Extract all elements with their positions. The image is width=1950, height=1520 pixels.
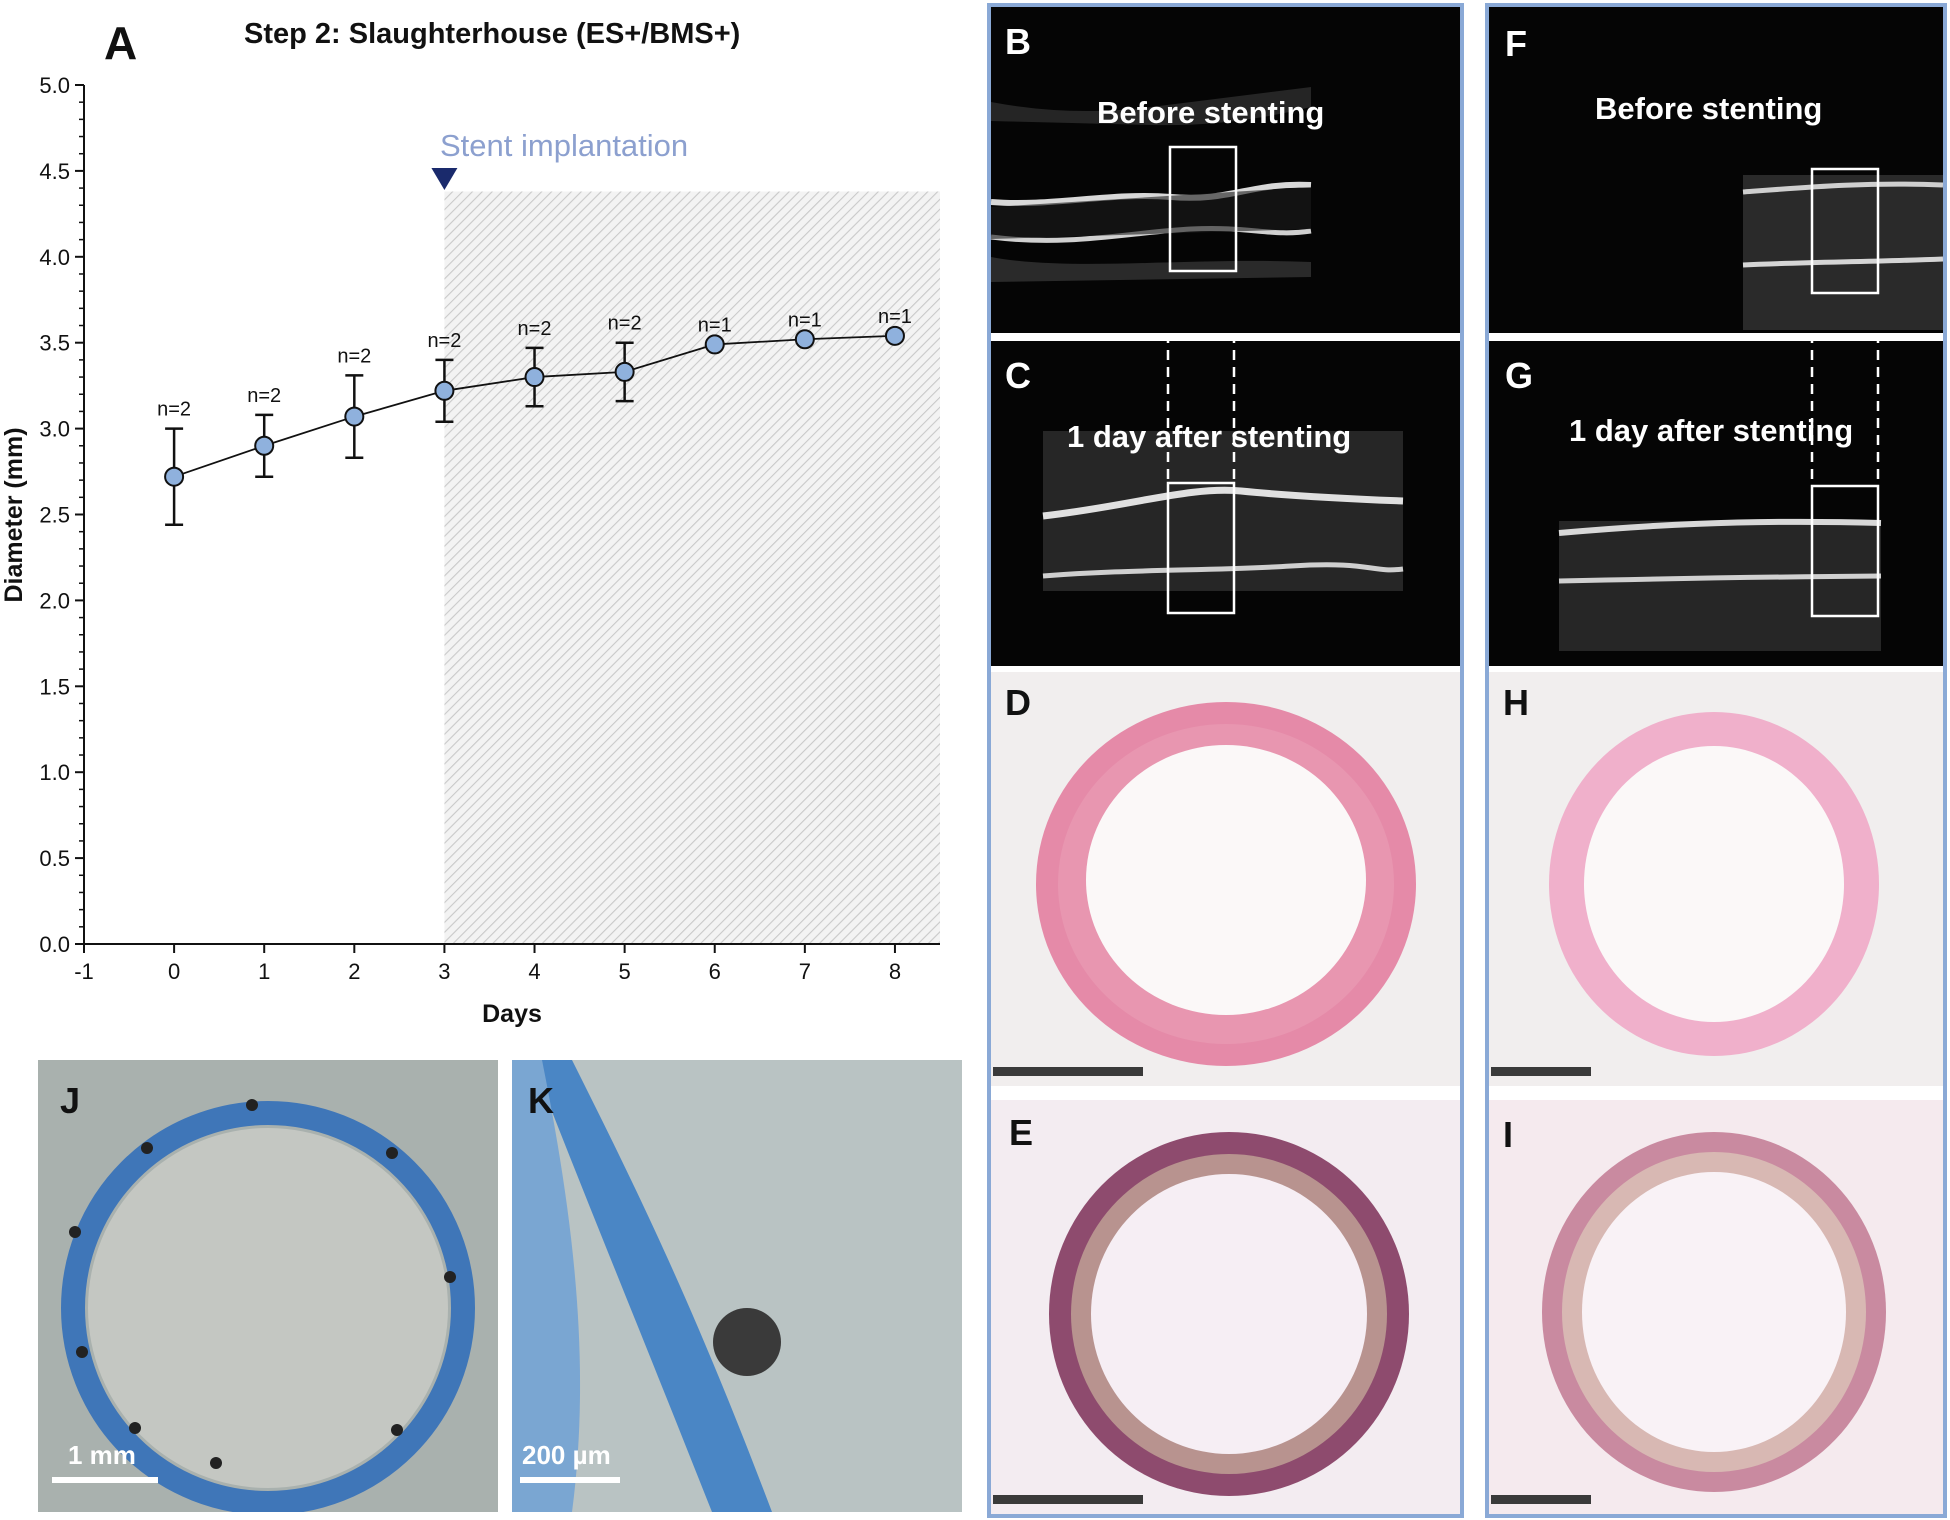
- y-tick-label: 0.5: [39, 846, 70, 871]
- panel-letter-i: I: [1503, 1114, 1514, 1155]
- panel-letter-h: H: [1503, 682, 1529, 723]
- ultrasound-image-c: [991, 333, 1460, 666]
- data-point: [344, 406, 365, 427]
- panel-letter-c: C: [1005, 355, 1031, 396]
- panel-b-label: Before stenting: [1097, 95, 1325, 130]
- y-tick-label: 5.0: [39, 73, 70, 98]
- x-tick-label: 3: [438, 959, 450, 984]
- scale-bar-j: [52, 1477, 158, 1483]
- x-axis-label: Days: [482, 1000, 542, 1028]
- y-tick-label: 4.0: [39, 245, 70, 270]
- y-tick-label: 1.0: [39, 760, 70, 785]
- sample-size-label: n=2: [247, 385, 281, 407]
- panel-h-histology: H: [1489, 672, 1943, 1086]
- panel-j-photo: J 1 mm: [38, 1060, 498, 1512]
- sample-size-label: n=1: [698, 314, 732, 336]
- panel-c-label: 1 day after stenting: [1067, 419, 1352, 454]
- sample-size-label: n=1: [788, 309, 822, 331]
- data-point: [524, 367, 545, 388]
- panel-b-ultrasound: B Before stenting: [990, 7, 1460, 333]
- panel-letter-k: K: [528, 1080, 554, 1121]
- panel-k-photo: K 200 µm: [512, 1060, 962, 1512]
- scale-bar-h: [1491, 1067, 1591, 1076]
- panel-d-histology: D: [991, 672, 1460, 1086]
- ultrasound-image-f: [1489, 7, 1944, 333]
- panel-i-histology: I: [1489, 1100, 1943, 1514]
- scale-bar-d: [993, 1067, 1143, 1076]
- y-tick-label: 2.0: [39, 588, 70, 613]
- panel-letter-e: E: [1009, 1112, 1034, 1153]
- evg-stain-image-i: [1542, 1132, 1886, 1492]
- panel-g-label: 1 day after stenting: [1569, 413, 1854, 448]
- ultrasound-image-b: [990, 7, 1460, 333]
- sample-size-label: n=2: [518, 318, 552, 340]
- stent-arrow-icon: [431, 168, 458, 190]
- data-point: [254, 435, 275, 456]
- y-tick-label: 3.0: [39, 417, 70, 442]
- panel-f-label: Before stenting: [1595, 91, 1823, 126]
- x-tick-label: 2: [348, 959, 360, 984]
- x-tick-label: 7: [799, 959, 811, 984]
- scale-label-k: 200 µm: [522, 1440, 611, 1470]
- blue-stained-vessel-photo: [38, 1060, 498, 1512]
- panel-letter-f: F: [1505, 23, 1527, 64]
- scale-bar-e: [993, 1495, 1143, 1504]
- diameter-chart: 0.0 0.5 1.0 1.5 2.0 2.5 3.0 3.5 4.0 4.5 5.0 -1 0 1 2 3 4…: [0, 73, 940, 1028]
- y-tick-label: 0.0: [39, 932, 70, 957]
- data-point: [704, 334, 725, 355]
- chart-title: Step 2: Slaughterhouse (ES+/BMS+): [244, 18, 741, 50]
- evg-stain-image: [1049, 1132, 1409, 1496]
- sample-size-label: n=2: [608, 313, 642, 335]
- x-tick-label: 4: [528, 959, 540, 984]
- data-point: [884, 325, 905, 346]
- panel-letter-b: B: [1005, 21, 1031, 62]
- x-tick-label: 0: [168, 959, 180, 984]
- stent-implantation-label: Stent implantation: [440, 128, 688, 163]
- panel-letter-d: D: [1005, 682, 1031, 723]
- scale-bar-i: [1491, 1495, 1591, 1504]
- x-tick-label: 1: [258, 959, 270, 984]
- sample-size-label: n=1: [878, 306, 912, 328]
- panel-g-ultrasound: G 1 day after stenting: [1489, 333, 1943, 666]
- y-tick-label: 3.5: [39, 331, 70, 356]
- y-tick-label: 4.5: [39, 159, 70, 184]
- panel-f-ultrasound: F Before stenting: [1489, 7, 1944, 333]
- scale-label-j: 1 mm: [68, 1440, 136, 1470]
- frame-left-column: [987, 3, 1464, 1518]
- panel-letter-g: G: [1505, 355, 1534, 396]
- sample-size-label: n=2: [157, 399, 191, 421]
- y-axis-label: Diameter (mm): [0, 427, 28, 602]
- panel-c-ultrasound: C 1 day after stenting: [991, 333, 1460, 666]
- blue-stained-closeup-photo: [512, 1060, 962, 1512]
- he-stain-image-h: [1549, 712, 1879, 1056]
- stent-shaded-region: [444, 191, 940, 945]
- data-point: [434, 380, 455, 401]
- x-tick-label: 8: [889, 959, 901, 984]
- data-point: [794, 329, 815, 350]
- ultrasound-image-g: [1489, 333, 1943, 666]
- data-point: [614, 361, 635, 382]
- data-point: [164, 466, 185, 487]
- panel-letter-a: A: [104, 17, 138, 69]
- y-tick-label: 2.5: [39, 503, 70, 528]
- sample-size-label: n=2: [427, 330, 461, 352]
- y-tick-label: 1.5: [39, 674, 70, 699]
- panel-letter-j: J: [60, 1080, 81, 1121]
- x-tick-label: 6: [709, 959, 721, 984]
- panel-a: A Step 2: Slaughterhouse (ES+/BMS+) 0.0 0…: [0, 0, 980, 1040]
- x-tick-label: 5: [619, 959, 631, 984]
- x-tick-label: -1: [74, 959, 94, 984]
- panel-e-histology: E: [991, 1100, 1460, 1514]
- sample-size-label: n=2: [337, 345, 371, 367]
- scale-bar-k: [520, 1477, 620, 1483]
- he-stain-image: [1036, 702, 1416, 1066]
- frame-right-column: [1485, 3, 1947, 1518]
